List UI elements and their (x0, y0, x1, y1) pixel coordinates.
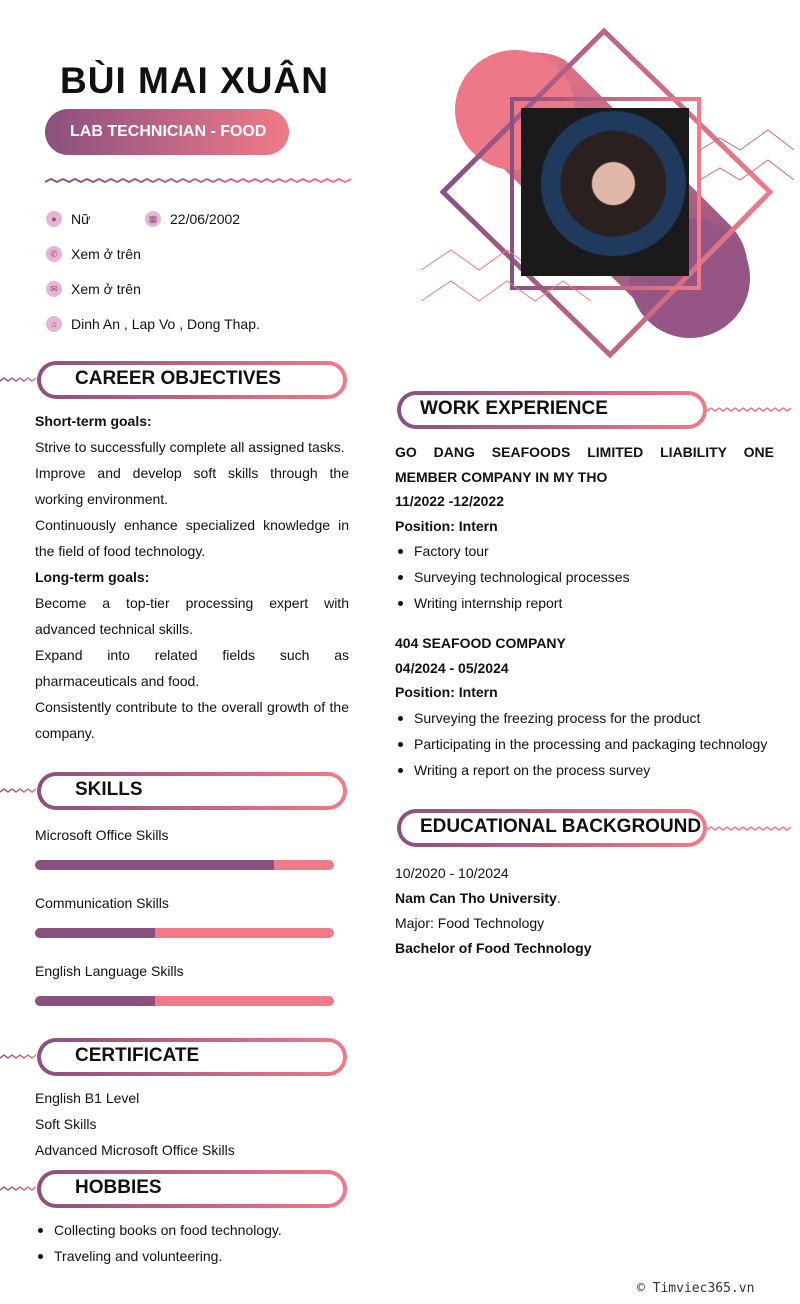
skill-name: English Language Skills (35, 963, 184, 979)
task-list: Factory tour Surveying technological pro… (395, 538, 774, 616)
goal-text: Consistently contribute to the overall g… (35, 699, 349, 741)
certificate-item: Soft Skills (35, 1116, 97, 1132)
section-title: SKILLS (75, 779, 143, 800)
goal-text: Become a top-tier processing expert with… (35, 595, 349, 637)
skill-name: Microsoft Office Skills (35, 827, 169, 843)
job-title-badge: LAB TECHNICIAN - FOOD (45, 109, 289, 155)
section-title: CERTIFICATE (75, 1045, 200, 1066)
home-icon: ⌂ (46, 316, 62, 332)
job-period: 11/2022 -12/2022 (395, 493, 504, 509)
school-name: Nam Can Tho University (395, 890, 557, 906)
education-body: 10/2020 - 10/2024 Nam Can Tho University… (395, 861, 592, 961)
phone-value: Xem ở trên (71, 246, 141, 262)
goal-text: Expand into related fields such as pharm… (35, 647, 349, 689)
task-item: Factory tour (395, 538, 774, 564)
profile-photo (521, 108, 689, 276)
skill-bar-fill (35, 928, 155, 938)
address-value: Dinh An , Lap Vo , Dong Thap. (71, 316, 260, 332)
long-term-label: Long-term goals: (35, 569, 150, 585)
section-title: HOBBIES (75, 1177, 162, 1198)
phone-row: ✆ Xem ở trên (46, 246, 141, 262)
section-header-career: CAREER OBJECTIVES (37, 361, 347, 399)
user-icon: ● (46, 211, 62, 227)
task-item: Surveying the freezing process for the p… (395, 705, 774, 731)
mail-icon: ✉ (46, 281, 62, 297)
section-header-work: WORK EXPERIENCE (397, 391, 707, 429)
goal-text: Strive to successfully complete all assi… (35, 439, 345, 455)
major: Major: Food Technology (395, 915, 545, 931)
company-name: 404 SEAFOOD COMPANY (395, 635, 566, 651)
wave-divider (44, 177, 352, 184)
square-frame (510, 97, 701, 290)
job-position: Position: Intern (395, 684, 498, 700)
candidate-name: BÙI MAI XUÂN (60, 60, 329, 101)
skill-bar-fill (35, 996, 155, 1006)
gender-row: ● Nữ (46, 211, 90, 227)
certificate-item: Advanced Microsoft Office Skills (35, 1142, 235, 1158)
birthday-row: ▦ 22/06/2002 (145, 211, 240, 227)
birthday-value: 22/06/2002 (170, 211, 241, 227)
task-item: Surveying technological processes (395, 564, 774, 590)
education-period: 10/2020 - 10/2024 (395, 865, 509, 881)
task-item: Writing a report on the process survey (395, 757, 774, 783)
email-row: ✉ Xem ở trên (46, 281, 141, 297)
hobby-item: Traveling and volunteering. (35, 1243, 282, 1269)
diamond-frame (439, 27, 774, 359)
job-position: Position: Intern (395, 517, 498, 534)
section-header-certificate: CERTIFICATE (37, 1038, 347, 1076)
gender-value: Nữ (71, 211, 91, 227)
skill-bar (35, 996, 334, 1006)
watermark: © Timviec365.vn (637, 1281, 755, 1296)
skill-bar (35, 860, 334, 870)
goal-text: Continuously enhance specialized knowled… (35, 517, 349, 559)
section-title: EDUCATIONAL BACKGROUND (420, 816, 702, 837)
skill-bar (35, 928, 334, 938)
school-suffix: . (556, 890, 561, 906)
degree: Bachelor of Food Technology (395, 940, 592, 956)
hobbies-list: Collecting books on food technology. Tra… (35, 1217, 282, 1269)
calendar-icon: ▦ (145, 211, 161, 227)
skill-bar-fill (35, 860, 275, 870)
company-name: GO DANG SEAFOODS LIMITED LIABILITY ONE M… (395, 444, 774, 485)
section-title: WORK EXPERIENCE (420, 398, 608, 419)
short-term-label: Short-term goals: (35, 413, 152, 429)
phone-icon: ✆ (46, 246, 62, 262)
skill-name: Communication Skills (35, 895, 169, 911)
section-header-hobbies: HOBBIES (37, 1170, 347, 1208)
work-experience-body: GO DANG SEAFOODS LIMITED LIABILITY ONE M… (395, 440, 774, 783)
certificate-item: English B1 Level (35, 1090, 140, 1106)
goal-text: Improve and develop soft skills through … (35, 465, 349, 507)
certificate-list: English B1 Level Soft Skills Advanced Mi… (35, 1085, 235, 1163)
address-row: ⌂ Dinh An , Lap Vo , Dong Thap. (46, 316, 260, 332)
task-list: Surveying the freezing process for the p… (395, 705, 774, 783)
email-value: Xem ở trên (71, 281, 141, 297)
section-title: CAREER OBJECTIVES (75, 368, 281, 389)
job-period: 04/2024 - 05/2024 (395, 659, 509, 676)
hobby-item: Collecting books on food technology. (35, 1217, 282, 1243)
section-header-skills: SKILLS (37, 772, 347, 810)
career-objectives-body: Short-term goals: Strive to successfully… (35, 408, 349, 746)
task-item: Participating in the processing and pack… (395, 731, 774, 757)
section-header-education: EDUCATIONAL BACKGROUND (397, 809, 707, 847)
task-item: Writing internship report (395, 590, 774, 616)
